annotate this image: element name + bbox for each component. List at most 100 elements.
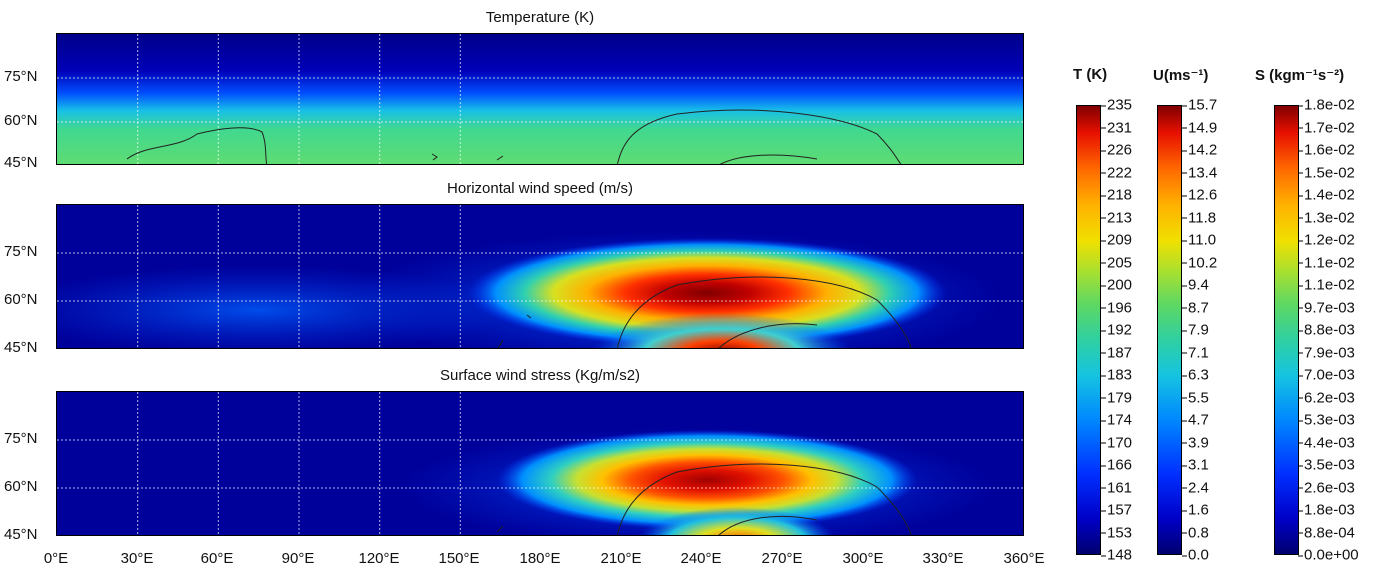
colorbar-tick: 213 [1100,209,1133,226]
lat-label-60n-panel3: 60°N [4,478,38,495]
lon-label-330e: 330°E [922,550,964,567]
colorbar-tick: 4.7 [1182,411,1209,429]
colorbar-tick: 9.4 [1182,276,1209,294]
colorbar-tick: 12.6 [1181,186,1218,204]
lon-label-300e: 300°E [842,550,884,567]
colorbar-tick: 10.2 [1181,254,1218,271]
colorbar-tick: 5.5 [1182,389,1209,406]
wind-stress-heatmap [56,391,1024,536]
colorbar-tick: 174 [1100,411,1133,429]
lon-label-0e: 0°E [43,550,69,567]
colorbar-tick: 0.0e+00 [1298,546,1359,564]
colorbar-tick: 170 [1100,434,1133,451]
colorbar-tick: 1.4e-02 [1298,186,1355,204]
lon-label-30e: 30°E [120,550,154,567]
colorbar-tick: 2.6e-03 [1298,479,1355,496]
colorbar-tick: 192 [1100,321,1133,339]
colorbar-tick: 1.6e-02 [1298,141,1355,159]
lat-label-45n-panel2: 45°N [4,339,38,356]
lon-label-120e: 120°E [358,550,400,567]
colorbar-wind-stress [1274,105,1299,555]
lon-label-360e: 360°E [1003,550,1045,567]
colorbar-tick: 1.8e-02 [1298,96,1355,114]
panel-title-wind-stress: Surface wind stress (Kg/m/s2) [439,367,641,384]
lon-label-60e: 60°E [200,550,234,567]
lon-label-210e: 210°E [600,550,642,567]
colorbar-tick: 187 [1100,344,1133,361]
colorbar-tick: 179 [1100,389,1133,406]
colorbar-tick: 1.5e-02 [1298,164,1355,181]
colorbar-tick: 11.8 [1181,209,1217,226]
colorbar-tick: 153 [1100,524,1133,541]
colorbar-tick: 200 [1100,276,1133,294]
colorbar-tick: 2.4 [1182,479,1209,496]
colorbar-tick: 1.6 [1182,501,1209,519]
colorbar-tick: 148 [1100,546,1133,564]
lat-label-75n-panel2: 75°N [4,243,38,260]
colorbar-tick: 7.1 [1182,344,1209,361]
colorbar-wind-speed [1157,105,1182,555]
colorbar-tick: 7.9 [1182,321,1209,339]
colorbar-tick: 0.0 [1182,546,1209,564]
wind-speed-heatmap [56,204,1024,349]
colorbar-tick: 222 [1100,164,1133,181]
colorbar-tick: 0.8 [1182,524,1209,541]
colorbar-tick: 166 [1100,456,1133,474]
colorbar-tick: 218 [1100,186,1133,204]
colorbar-title-temperature: T (K) [1073,66,1108,83]
colorbar-title-wind-stress: S (kgm⁻¹s⁻²) [1255,67,1345,84]
lat-label-45n-panel3: 45°N [4,526,38,543]
colorbar-tick: 8.7 [1182,299,1209,316]
panel-title-wind-speed: Horizontal wind speed (m/s) [447,180,633,197]
colorbar-tick: 14.9 [1181,119,1218,136]
colorbar-tick: 183 [1100,366,1133,384]
colorbar-tick: 3.5e-03 [1298,456,1355,474]
colorbar-tick: 205 [1100,254,1133,271]
colorbar-tick: 235 [1100,96,1133,114]
colorbar-tick: 1.8e-03 [1298,501,1355,519]
lat-label-60n-panel2: 60°N [4,291,38,308]
colorbar-tick: 6.2e-03 [1298,389,1355,406]
colorbar-tick: 7.9e-03 [1298,344,1355,361]
colorbar-tick: 5.3e-03 [1298,411,1355,429]
lat-label-75n-panel3: 75°N [4,430,38,447]
colorbar-tick: 15.7 [1181,96,1218,114]
colorbar-tick: 3.9 [1182,434,1209,451]
lon-label-150e: 150°E [438,550,480,567]
lon-label-90e: 90°E [281,550,315,567]
wind-stress-map-panel [56,391,1024,536]
colorbar-tick: 1.3e-02 [1298,209,1355,226]
colorbar-tick: 8.8e-03 [1298,321,1355,339]
colorbar-tick: 8.8e-04 [1298,524,1355,541]
colorbar-title-wind-speed: U(ms⁻¹) [1153,67,1209,84]
colorbar-tick: 14.2 [1181,141,1218,159]
wind-speed-map-panel [56,204,1024,349]
colorbar-tick: 3.1 [1182,456,1209,474]
colorbar-tick: 209 [1100,231,1133,249]
lon-label-180e: 180°E [519,550,561,567]
lat-label-45n-panel1: 45°N [4,154,38,171]
colorbar-tick: 1.2e-02 [1298,231,1355,249]
colorbar-tick: 4.4e-03 [1298,434,1355,451]
colorbar-tick: 7.0e-03 [1298,366,1355,384]
lat-label-60n-panel1: 60°N [4,112,38,129]
colorbar-tick: 157 [1100,501,1133,519]
temperature-heatmap [56,33,1024,165]
lon-label-240e: 240°E [680,550,722,567]
colorbar-tick: 6.3 [1182,366,1209,384]
temperature-map-panel [56,33,1024,165]
colorbar-tick: 196 [1100,299,1133,316]
lat-label-75n-panel1: 75°N [4,68,38,85]
colorbar-tick: 1.1e-02 [1298,254,1355,271]
colorbar-tick: 11.0 [1181,231,1217,249]
colorbar-tick: 1.7e-02 [1298,119,1355,136]
panel-title-temperature: Temperature (K) [485,9,595,26]
lon-label-270e: 270°E [761,550,803,567]
colorbar-tick: 9.7e-03 [1298,299,1355,316]
colorbar-tick: 226 [1100,141,1133,159]
colorbar-tick: 231 [1100,119,1133,136]
colorbar-tick: 1.1e-02 [1298,276,1355,294]
colorbar-tick: 161 [1100,479,1133,496]
colorbar-tick: 13.4 [1181,164,1218,181]
colorbar-temperature [1076,105,1101,555]
